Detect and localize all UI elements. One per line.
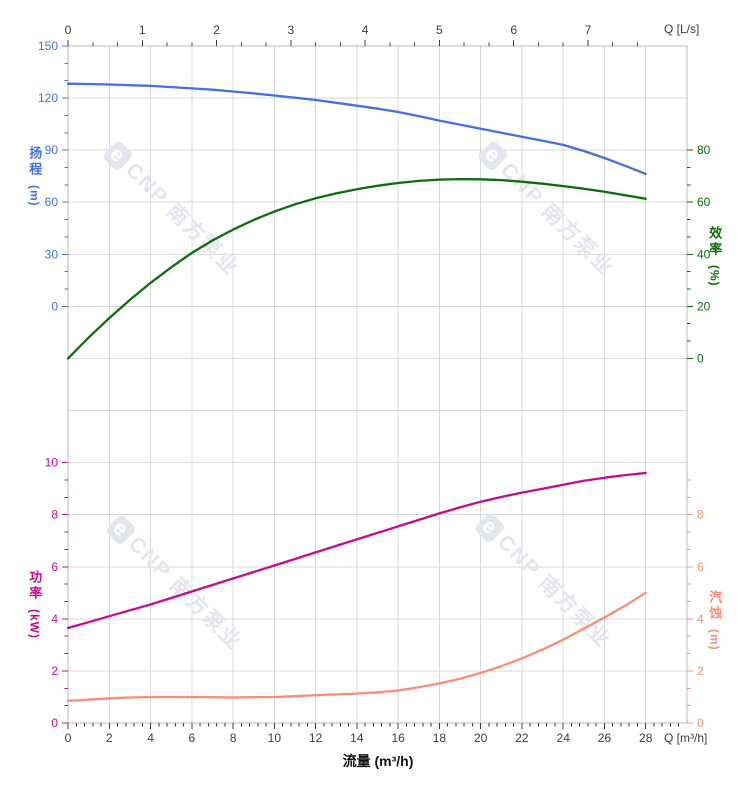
head-axis-title-text: 扬程	[27, 146, 43, 178]
svg-text:2: 2	[697, 664, 704, 678]
svg-text:20: 20	[474, 731, 488, 745]
svg-text:80: 80	[697, 143, 711, 157]
svg-text:1: 1	[139, 23, 146, 37]
svg-text:0: 0	[51, 716, 58, 730]
power-axis-unit: (kW)	[27, 609, 42, 639]
svg-text:0: 0	[65, 731, 72, 745]
svg-text:10: 10	[268, 731, 282, 745]
svg-text:8: 8	[230, 731, 237, 745]
efficiency-axis-unit: (%)	[707, 265, 722, 287]
svg-text:3: 3	[287, 23, 294, 37]
npsh-axis-unit: (m)	[707, 629, 722, 651]
power-axis-title-text: 功率	[27, 570, 43, 602]
svg-text:60: 60	[697, 195, 711, 209]
efficiency-axis-title: 效率 (%)	[707, 226, 723, 287]
svg-text:7: 7	[585, 23, 592, 37]
head-axis-title: 扬程 (m)	[27, 146, 43, 207]
svg-text:60: 60	[45, 195, 59, 209]
svg-text:8: 8	[51, 508, 58, 522]
svg-text:20: 20	[697, 299, 711, 313]
svg-text:4: 4	[697, 612, 704, 626]
svg-text:2: 2	[106, 731, 113, 745]
watermark: eCNP 南方泵业	[473, 508, 619, 654]
npsh-axis-title-text: 汽蚀	[707, 590, 723, 622]
bottom-axis-unit-label: Q [m³/h]	[664, 731, 708, 745]
svg-text:0: 0	[697, 716, 704, 730]
watermark-text: CNP 南方泵业	[493, 530, 616, 653]
svg-text:4: 4	[51, 612, 58, 626]
watermark: eCNP 南方泵业	[101, 136, 247, 282]
svg-text:2: 2	[213, 23, 220, 37]
head-curve	[66, 82, 647, 176]
svg-text:4: 4	[362, 23, 369, 37]
efficiency-axis-title-text: 效率	[707, 226, 723, 258]
svg-text:5: 5	[436, 23, 443, 37]
svg-text:0: 0	[51, 299, 58, 313]
svg-text:18: 18	[433, 731, 447, 745]
svg-text:90: 90	[45, 143, 59, 157]
svg-text:120: 120	[38, 91, 58, 105]
svg-text:6: 6	[697, 560, 704, 574]
svg-text:30: 30	[45, 247, 59, 261]
svg-text:6: 6	[51, 560, 58, 574]
svg-text:26: 26	[598, 731, 612, 745]
svg-text:10: 10	[45, 456, 59, 470]
npsh-axis-title: 汽蚀 (m)	[707, 590, 723, 651]
svg-text:12: 12	[309, 731, 323, 745]
svg-text:4: 4	[147, 731, 154, 745]
svg-text:28: 28	[639, 731, 653, 745]
svg-text:150: 150	[38, 39, 58, 53]
power-axis-title: 功率 (kW)	[27, 570, 43, 639]
svg-text:6: 6	[188, 731, 195, 745]
watermark-text: CNP 南方泵业	[121, 158, 244, 281]
top-axis-unit-label: Q [L/s]	[664, 22, 700, 36]
svg-text:0: 0	[697, 351, 704, 365]
watermark-text: CNP 南方泵业	[124, 532, 247, 655]
flow-axis-title: 流量 (m³/h)	[342, 753, 414, 769]
svg-text:8: 8	[697, 508, 704, 522]
watermark-text: CNP 南方泵业	[496, 158, 619, 281]
watermark: eCNP 南方泵业	[104, 510, 250, 656]
svg-text:6: 6	[510, 23, 517, 37]
svg-text:0: 0	[65, 23, 72, 37]
watermark: eCNP 南方泵业	[476, 136, 622, 282]
svg-text:24: 24	[557, 731, 571, 745]
head-axis-unit: (m)	[27, 185, 42, 207]
svg-text:16: 16	[391, 731, 405, 745]
svg-text:14: 14	[350, 731, 364, 745]
svg-text:22: 22	[515, 731, 529, 745]
svg-text:2: 2	[51, 664, 58, 678]
